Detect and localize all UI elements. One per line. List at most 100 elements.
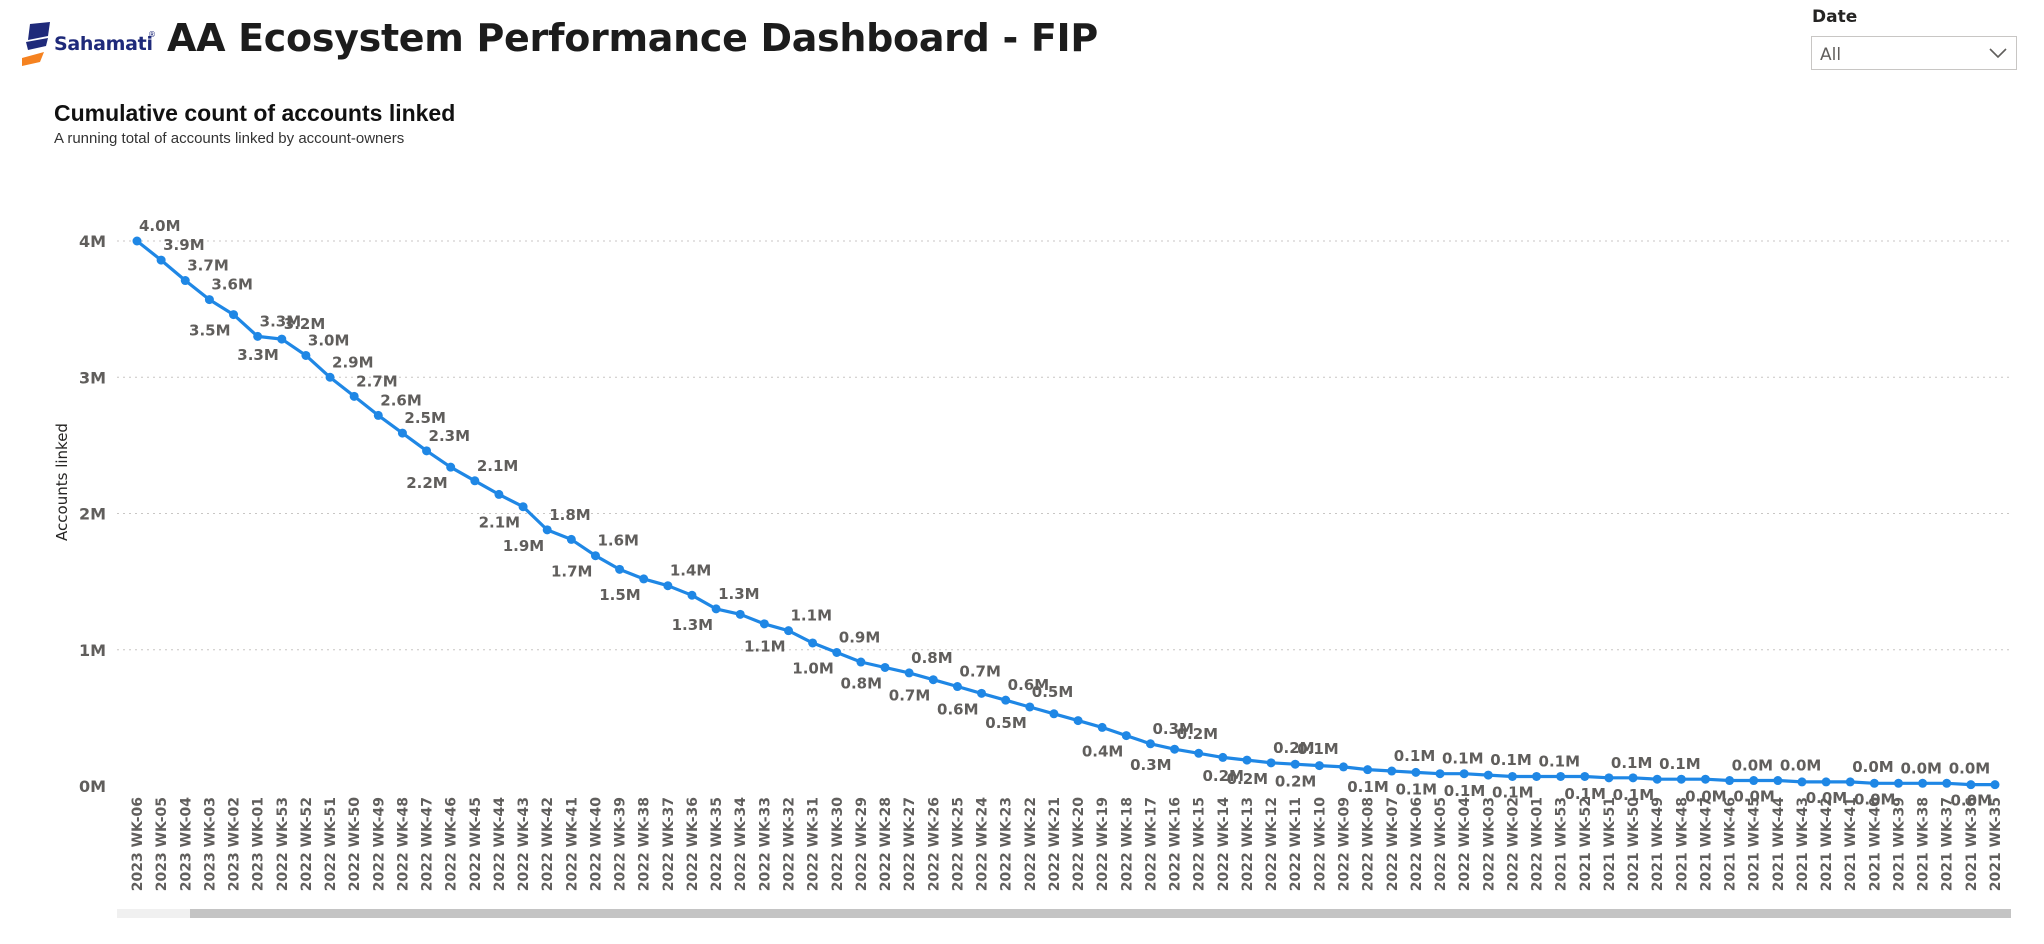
data-point[interactable] — [1893, 778, 1903, 788]
data-point[interactable] — [1387, 766, 1397, 776]
data-point[interactable] — [1194, 748, 1204, 758]
x-tick-label: 2021 WK-46 — [1723, 797, 1739, 891]
data-point[interactable] — [301, 350, 311, 360]
data-point[interactable] — [446, 462, 456, 472]
data-label: 1.8M — [549, 506, 591, 524]
data-labels: 4.0M3.9M3.7M3.6M3.5M3.3M3.2M3.3M3.0M2.9M… — [139, 217, 1992, 810]
data-point[interactable] — [1507, 771, 1517, 781]
data-label: 0.1M — [1396, 781, 1438, 799]
data-point[interactable] — [1942, 778, 1952, 788]
data-point[interactable] — [1773, 776, 1783, 786]
data-point[interactable] — [977, 688, 987, 698]
data-point[interactable] — [1749, 776, 1759, 786]
horizontal-scrollbar-thumb[interactable] — [190, 909, 2011, 918]
data-point[interactable] — [1001, 695, 1011, 705]
data-point[interactable] — [663, 581, 673, 591]
data-point[interactable] — [180, 276, 190, 286]
data-point[interactable] — [1652, 774, 1662, 784]
data-point[interactable] — [494, 489, 504, 499]
data-point[interactable] — [639, 574, 649, 584]
data-point[interactable] — [1049, 709, 1059, 719]
y-tick-label: 4M — [79, 232, 106, 251]
data-point[interactable] — [1532, 771, 1542, 781]
data-point[interactable] — [566, 534, 576, 544]
data-label: 0.1M — [1539, 752, 1581, 770]
data-point[interactable] — [1266, 758, 1276, 768]
data-points — [132, 236, 2000, 790]
data-label: 0.6M — [937, 700, 979, 718]
data-point[interactable] — [422, 446, 432, 456]
data-point[interactable] — [1556, 771, 1566, 781]
data-label: 0.2M — [1275, 773, 1317, 791]
data-point[interactable] — [229, 310, 239, 320]
data-point[interactable] — [1966, 780, 1976, 790]
data-point[interactable] — [373, 410, 383, 420]
data-point[interactable] — [1025, 702, 1035, 712]
data-point[interactable] — [325, 372, 335, 382]
data-point[interactable] — [687, 590, 697, 600]
data-point[interactable] — [856, 657, 866, 667]
data-point[interactable] — [253, 331, 263, 341]
data-point[interactable] — [615, 564, 625, 574]
data-point[interactable] — [1314, 761, 1324, 771]
data-point[interactable] — [928, 675, 938, 685]
data-point[interactable] — [1170, 744, 1180, 754]
x-tick-label: 2022 WK-47 — [420, 797, 436, 891]
data-point[interactable] — [904, 668, 914, 678]
x-tick-label: 2022 WK-11 — [1288, 797, 1304, 891]
data-point[interactable] — [542, 525, 552, 535]
data-point[interactable] — [1604, 773, 1614, 783]
data-label: 0.6M — [1008, 676, 1049, 694]
data-label: 0.1M — [1347, 778, 1389, 796]
data-point[interactable] — [952, 682, 962, 692]
data-point[interactable] — [1990, 780, 2000, 790]
data-point[interactable] — [1918, 778, 1928, 788]
data-point[interactable] — [470, 476, 480, 486]
data-point[interactable] — [832, 647, 842, 657]
data-point[interactable] — [349, 391, 359, 401]
data-point[interactable] — [1218, 752, 1228, 762]
data-point[interactable] — [1845, 777, 1855, 787]
data-point[interactable] — [1628, 773, 1638, 783]
x-tick-label: 2022 WK-22 — [1023, 797, 1039, 891]
data-point[interactable] — [1097, 722, 1107, 732]
data-point[interactable] — [711, 604, 721, 614]
x-tick-label: 2022 WK-04 — [1457, 797, 1473, 891]
data-point[interactable] — [759, 619, 769, 629]
data-point[interactable] — [1580, 771, 1590, 781]
data-point[interactable] — [1073, 716, 1083, 726]
data-point[interactable] — [1869, 778, 1879, 788]
data-label: 0.2M — [1227, 770, 1269, 788]
data-point[interactable] — [590, 551, 600, 561]
data-point[interactable] — [735, 609, 745, 619]
data-point[interactable] — [1435, 769, 1445, 779]
data-point[interactable] — [1411, 767, 1421, 777]
data-point[interactable] — [1797, 777, 1807, 787]
data-point[interactable] — [1459, 769, 1469, 779]
x-tick-label: 2022 WK-18 — [1119, 797, 1135, 891]
data-point[interactable] — [1363, 765, 1373, 775]
x-tick-label: 2022 WK-40 — [588, 797, 604, 891]
data-point[interactable] — [1676, 774, 1686, 784]
data-point[interactable] — [156, 255, 166, 265]
data-point[interactable] — [880, 662, 890, 672]
data-point[interactable] — [808, 638, 818, 648]
date-dropdown[interactable]: All — [1811, 36, 2017, 70]
data-point[interactable] — [277, 334, 287, 344]
data-point[interactable] — [1242, 755, 1252, 765]
data-point[interactable] — [397, 428, 407, 438]
data-point[interactable] — [784, 626, 794, 636]
data-point[interactable] — [1121, 731, 1131, 741]
data-label: 0.7M — [959, 663, 1001, 681]
data-point[interactable] — [1821, 777, 1831, 787]
data-point[interactable] — [132, 236, 142, 246]
data-label: 1.3M — [672, 616, 714, 634]
data-point[interactable] — [1700, 774, 1710, 784]
data-point[interactable] — [204, 295, 214, 305]
data-point[interactable] — [1725, 776, 1735, 786]
data-point[interactable] — [1145, 739, 1155, 749]
data-point[interactable] — [518, 502, 528, 512]
data-point[interactable] — [1483, 770, 1493, 780]
data-point[interactable] — [1290, 759, 1300, 769]
data-point[interactable] — [1338, 762, 1348, 772]
